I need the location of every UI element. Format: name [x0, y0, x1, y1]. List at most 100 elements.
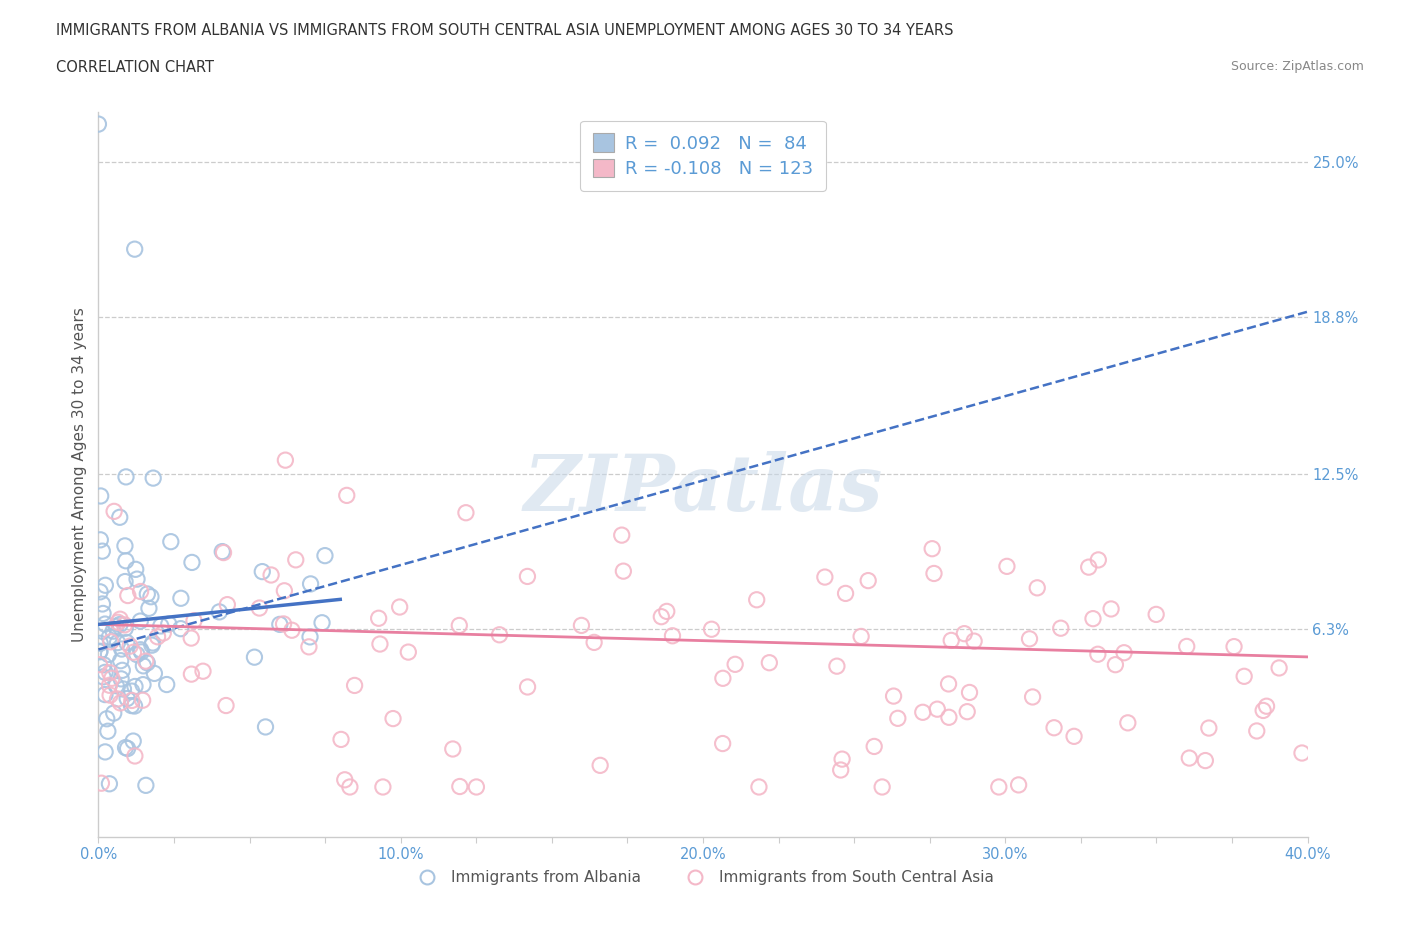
Point: [454, 505, 477, 520]
Point: [89, 532, 111, 547]
Legend: Immigrants from Albania, Immigrants from South Central Asia: Immigrants from Albania, Immigrants from…: [406, 864, 1000, 891]
Point: [956, 704, 979, 719]
Point: [108, 617, 131, 631]
Point: [212, 545, 235, 560]
Point: [921, 541, 943, 556]
Point: [110, 653, 132, 668]
Point: [610, 527, 633, 542]
Point: [111, 663, 134, 678]
Point: [368, 637, 391, 652]
Point: [94, 578, 117, 592]
Point: [115, 635, 138, 650]
Point: [149, 618, 172, 633]
Point: [516, 569, 538, 584]
Point: [94, 744, 117, 759]
Point: [661, 629, 683, 644]
Point: [887, 711, 910, 725]
Point: [124, 749, 146, 764]
Point: [700, 622, 723, 637]
Point: [941, 633, 963, 648]
Point: [1018, 631, 1040, 646]
Point: [1063, 729, 1085, 744]
Point: [571, 618, 593, 632]
Point: [298, 640, 321, 655]
Point: [516, 680, 538, 695]
Point: [107, 615, 129, 630]
Point: [115, 470, 138, 485]
Point: [449, 618, 471, 633]
Point: [748, 779, 770, 794]
Point: [938, 676, 960, 691]
Point: [132, 677, 155, 692]
Point: [215, 698, 238, 713]
Point: [143, 666, 166, 681]
Point: [135, 777, 157, 792]
Point: [382, 711, 405, 726]
Point: [1116, 715, 1139, 730]
Point: [724, 657, 747, 671]
Point: [208, 604, 231, 619]
Point: [711, 671, 734, 685]
Point: [136, 656, 159, 671]
Point: [1256, 698, 1278, 713]
Point: [336, 488, 359, 503]
Point: [830, 763, 852, 777]
Point: [1198, 721, 1220, 736]
Point: [396, 644, 419, 659]
Point: [711, 737, 734, 751]
Point: [120, 639, 142, 654]
Point: [655, 604, 678, 618]
Point: [98, 665, 121, 680]
Point: [589, 758, 612, 773]
Point: [274, 453, 297, 468]
Point: [284, 552, 307, 567]
Point: [114, 621, 136, 636]
Point: [449, 779, 471, 794]
Point: [103, 504, 125, 519]
Point: [129, 643, 152, 658]
Point: [927, 702, 949, 717]
Point: [91, 670, 114, 684]
Text: CORRELATION CHART: CORRELATION CHART: [56, 60, 214, 75]
Point: [745, 592, 768, 607]
Point: [371, 779, 394, 794]
Point: [183, 613, 205, 628]
Point: [1178, 751, 1201, 765]
Point: [870, 779, 893, 794]
Point: [97, 647, 120, 662]
Point: [883, 688, 905, 703]
Point: [1021, 689, 1043, 704]
Point: [831, 751, 853, 766]
Point: [91, 596, 114, 611]
Point: [146, 630, 169, 644]
Point: [98, 687, 121, 702]
Point: [138, 601, 160, 616]
Point: [107, 692, 129, 707]
Point: [180, 667, 202, 682]
Point: [963, 633, 986, 648]
Point: [367, 611, 389, 626]
Point: [111, 642, 134, 657]
Point: [299, 630, 322, 644]
Point: [142, 635, 165, 650]
Point: [314, 548, 336, 563]
Point: [953, 626, 976, 641]
Point: [124, 242, 146, 257]
Point: [121, 693, 143, 708]
Point: [94, 687, 117, 702]
Point: [97, 724, 120, 738]
Point: [94, 665, 117, 680]
Point: [90, 488, 112, 503]
Text: Source: ZipAtlas.com: Source: ZipAtlas.com: [1230, 60, 1364, 73]
Point: [922, 566, 945, 581]
Point: [1104, 658, 1126, 672]
Point: [441, 741, 464, 756]
Point: [181, 555, 204, 570]
Point: [124, 679, 146, 694]
Point: [89, 644, 111, 658]
Point: [488, 628, 510, 643]
Point: [117, 588, 139, 603]
Point: [217, 597, 239, 612]
Point: [281, 623, 304, 638]
Point: [825, 658, 848, 673]
